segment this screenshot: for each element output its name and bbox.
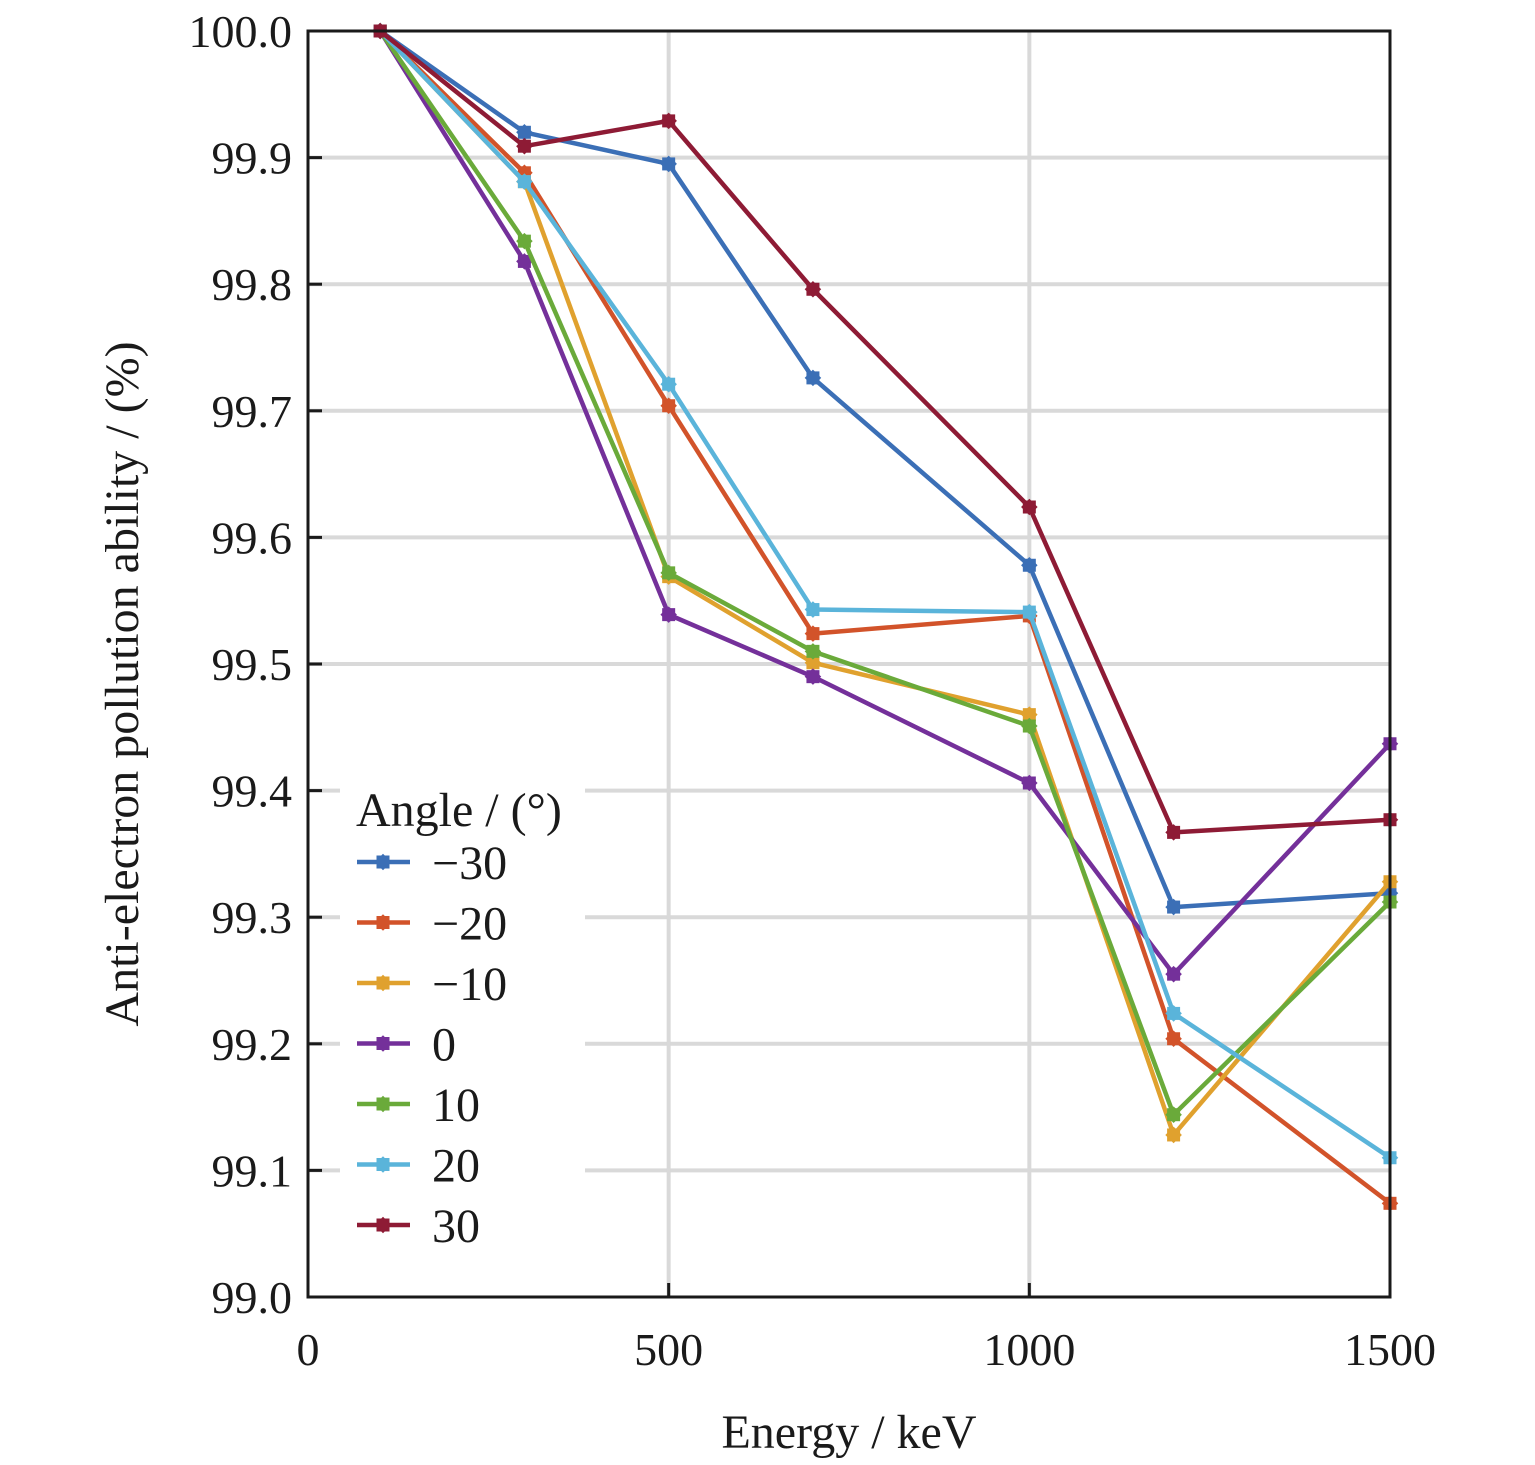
- series-layer: [371, 22, 1399, 1212]
- data-point-marker: [374, 1095, 392, 1113]
- x-tick-label: 0: [297, 1324, 320, 1375]
- legend: Angle / (°) −30 −20 −10 0 10 20 30: [356, 784, 562, 1253]
- data-point-marker: [374, 1216, 392, 1234]
- data-point-marker: [660, 112, 677, 130]
- data-point-marker: [374, 853, 392, 871]
- legend-item: 30: [357, 1200, 480, 1253]
- y-tick-label: 99.7: [212, 386, 293, 437]
- data-point-marker: [516, 124, 533, 141]
- x-axis-title: Energy / keV: [721, 1406, 976, 1459]
- data-point-marker: [804, 601, 822, 618]
- x-tick-label: 500: [634, 1324, 703, 1375]
- legend-item: −20: [357, 898, 507, 951]
- legend-label: 10: [432, 1079, 480, 1132]
- data-point-marker: [804, 668, 822, 685]
- legend-item: 20: [357, 1140, 480, 1193]
- x-tick-labels: 0 500 1000 1500: [297, 1324, 1437, 1375]
- axis-ticks: [306, 29, 1392, 1299]
- y-axis-title: Anti-electron pollution ability / (%): [96, 341, 149, 1026]
- data-point-marker: [804, 625, 822, 642]
- series-30: [371, 22, 1399, 841]
- data-point-marker: [660, 155, 677, 173]
- series-0: [371, 22, 1399, 983]
- data-point-marker: [1021, 556, 1038, 574]
- legend-item: −10: [357, 958, 507, 1011]
- data-point-marker: [1165, 824, 1182, 841]
- data-point-marker: [1165, 898, 1182, 916]
- y-tick-label: 99.2: [212, 1019, 293, 1070]
- y-tick-label: 99.5: [212, 639, 293, 690]
- legend-background: [340, 772, 585, 1252]
- data-point-marker: [1021, 498, 1038, 516]
- data-point-marker: [374, 974, 392, 992]
- y-tick-label: 99.6: [212, 512, 293, 563]
- legend-label: 20: [432, 1140, 480, 1193]
- data-point-marker: [1021, 603, 1038, 621]
- x-tick-label: 1500: [1344, 1324, 1436, 1375]
- y-tick-label: 99.1: [212, 1145, 293, 1196]
- data-point-marker: [660, 564, 677, 582]
- data-point-marker: [660, 606, 677, 623]
- y-tick-label: 99.3: [212, 892, 293, 943]
- data-point-marker: [1165, 1005, 1182, 1022]
- data-point-marker: [660, 397, 677, 415]
- y-tick-label: 99.9: [212, 133, 293, 184]
- legend-label: −20: [432, 898, 507, 951]
- y-tick-label: 99.4: [212, 766, 293, 817]
- data-point-marker: [1165, 1106, 1182, 1123]
- y-tick-label: 100.0: [189, 6, 293, 57]
- data-point-marker: [374, 1156, 392, 1173]
- y-tick-label: 99.0: [212, 1272, 293, 1323]
- data-point-marker: [516, 173, 533, 190]
- legend-label: 0: [432, 1019, 456, 1072]
- legend-label: 30: [432, 1200, 480, 1253]
- data-point-marker: [516, 232, 533, 250]
- data-point-marker: [804, 280, 822, 298]
- legend-label: −30: [432, 837, 507, 890]
- x-tick-label: 1000: [983, 1324, 1075, 1375]
- data-point-marker: [1165, 965, 1182, 983]
- data-point-marker: [1021, 717, 1038, 735]
- y-tick-label: 99.8: [212, 259, 293, 310]
- data-point-marker: [374, 1035, 392, 1052]
- data-point-marker: [516, 137, 533, 155]
- data-point-marker: [1165, 1030, 1182, 1048]
- legend-box: [340, 772, 585, 1252]
- data-point-marker: [516, 253, 533, 270]
- legend-item: −30: [357, 837, 507, 890]
- data-point-marker: [804, 654, 822, 672]
- y-tick-labels: 99.0 99.1 99.2 99.3 99.4 99.5 99.6 99.7 99.8 99.9…: [189, 6, 293, 1323]
- legend-item: 10: [357, 1079, 480, 1132]
- data-point-marker: [374, 914, 392, 931]
- data-point-marker: [660, 375, 677, 393]
- data-point-marker: [804, 369, 822, 387]
- legend-label: −10: [432, 958, 507, 1011]
- data-point-marker: [1021, 774, 1038, 792]
- data-point-marker: [804, 643, 822, 660]
- data-point-marker: [1021, 706, 1038, 723]
- data-point-marker: [1165, 1126, 1182, 1144]
- legend-title: Angle / (°): [356, 784, 562, 837]
- legend-item: 0: [357, 1019, 456, 1072]
